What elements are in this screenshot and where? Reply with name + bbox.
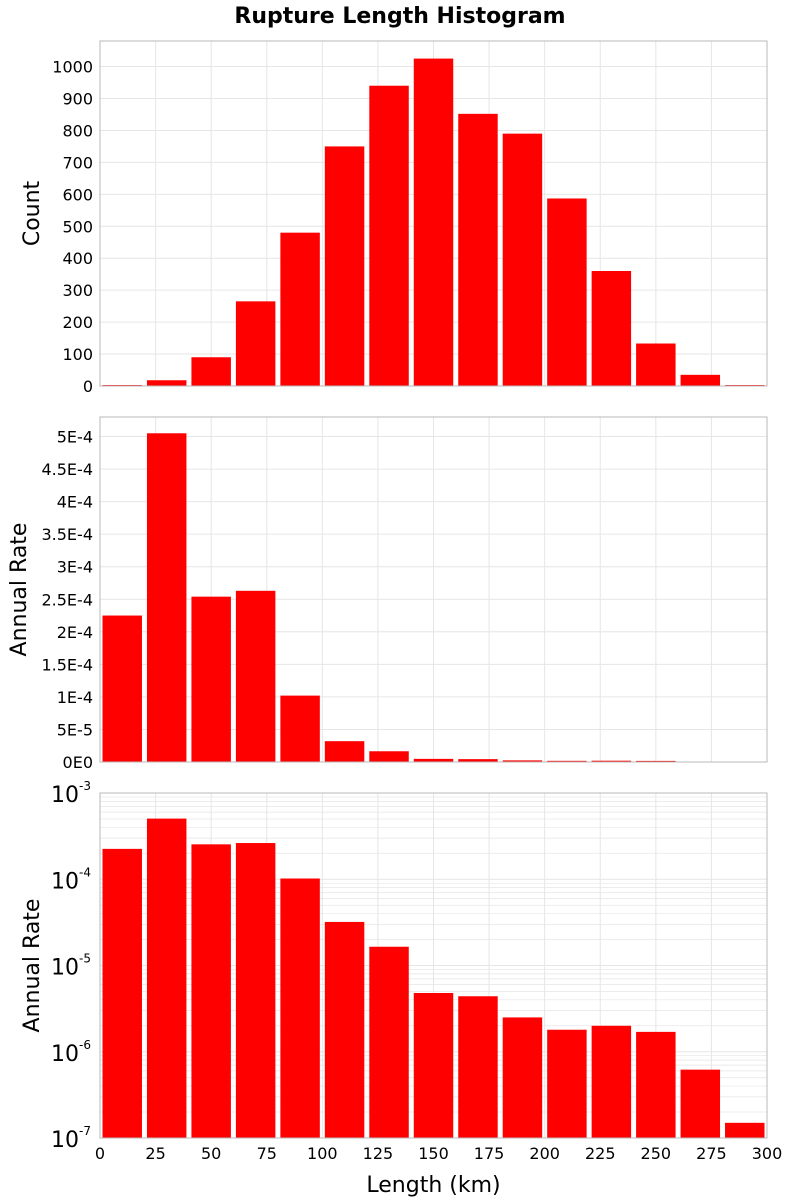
histogram-bar bbox=[146, 433, 187, 762]
y-tick-label: 10-4 bbox=[51, 865, 91, 894]
chart-title: Rupture Length Histogram bbox=[234, 4, 565, 29]
histogram-bar bbox=[413, 992, 454, 1138]
histogram-bar bbox=[280, 695, 320, 762]
y-tick-label: 3E-4 bbox=[57, 558, 93, 577]
histogram-bar bbox=[413, 58, 454, 386]
histogram-bar bbox=[680, 1069, 721, 1138]
x-tick-label: 200 bbox=[529, 1144, 560, 1163]
histogram-bar bbox=[636, 343, 676, 386]
y-tick-label: 1E-4 bbox=[57, 688, 93, 707]
x-tick-label: 100 bbox=[307, 1144, 338, 1163]
y-tick-label: 10-7 bbox=[51, 1124, 91, 1153]
y-tick-label: 200 bbox=[62, 313, 93, 332]
y-tick-label: 900 bbox=[62, 90, 93, 109]
histogram-bar bbox=[458, 996, 498, 1138]
histogram-bar bbox=[369, 85, 409, 386]
histogram-bar bbox=[191, 596, 231, 762]
histogram-bar bbox=[680, 374, 721, 386]
y-tick-label: 0 bbox=[83, 377, 93, 396]
histogram-bar bbox=[502, 133, 543, 386]
y-tick-label: 600 bbox=[62, 185, 93, 204]
annual-rate-log-panel: 10-7 10-6 10-5 10-4 10-3 Annual Rate 0 25 50 75 10… bbox=[20, 779, 782, 1198]
histogram-bar bbox=[235, 301, 276, 386]
histogram-bar bbox=[591, 271, 632, 386]
y-tick-label: 300 bbox=[62, 281, 93, 300]
y-tick-label: 4.5E-4 bbox=[41, 460, 93, 479]
x-tick-label: 25 bbox=[145, 1144, 165, 1163]
histogram-bar bbox=[502, 1017, 543, 1138]
histogram-bar bbox=[280, 232, 320, 386]
plot-frame bbox=[99, 40, 768, 387]
x-tick-label: 225 bbox=[585, 1144, 616, 1163]
histogram-bar bbox=[547, 198, 587, 386]
histogram-bar bbox=[458, 759, 498, 762]
histogram-bar bbox=[102, 848, 142, 1138]
y-tick-label: 100 bbox=[62, 345, 93, 364]
x-tick-label: 0 bbox=[95, 1144, 105, 1163]
histogram-bar bbox=[235, 590, 276, 762]
x-tick-label: 150 bbox=[418, 1144, 449, 1163]
histogram-bar bbox=[458, 113, 498, 386]
y-tick-label: 400 bbox=[62, 249, 93, 268]
x-tick-label: 75 bbox=[257, 1144, 277, 1163]
histogram-bar bbox=[191, 357, 231, 386]
y-tick-label: 800 bbox=[62, 121, 93, 140]
x-tick-label: 300 bbox=[752, 1144, 783, 1163]
histogram-bar bbox=[191, 844, 231, 1138]
y-tick-label: 5E-4 bbox=[57, 428, 93, 447]
histogram-bar bbox=[324, 741, 365, 762]
y-tick-label: 10-5 bbox=[51, 952, 91, 981]
x-tick-label: 275 bbox=[696, 1144, 727, 1163]
y-tick-label: 5E-5 bbox=[57, 720, 93, 739]
histogram-bar bbox=[591, 760, 632, 762]
histogram-bar bbox=[369, 946, 409, 1138]
histogram-bar bbox=[324, 146, 365, 386]
plot-frame bbox=[99, 416, 768, 763]
x-tick-label: 50 bbox=[201, 1144, 221, 1163]
y-tick-label: 700 bbox=[62, 153, 93, 172]
x-tick-label: 125 bbox=[363, 1144, 394, 1163]
histogram-bar bbox=[146, 380, 187, 386]
y-tick-label: 2E-4 bbox=[57, 623, 93, 642]
histogram-bar bbox=[146, 818, 187, 1138]
y-axis-label: Count bbox=[20, 180, 45, 246]
x-axis-label: Length (km) bbox=[366, 1173, 500, 1198]
y-axis-label: Annual Rate bbox=[7, 523, 32, 657]
x-tick-label: 250 bbox=[641, 1144, 672, 1163]
y-tick-label: 2.5E-4 bbox=[41, 590, 93, 609]
y-axis-label: Annual Rate bbox=[20, 899, 45, 1033]
histogram-bar bbox=[636, 760, 676, 762]
y-tick-label: 500 bbox=[62, 217, 93, 236]
histogram-bar bbox=[725, 1122, 765, 1138]
y-tick-label: 4E-4 bbox=[57, 493, 93, 512]
histogram-bar bbox=[369, 751, 409, 762]
histogram-bar bbox=[502, 760, 543, 762]
histogram-bar bbox=[547, 760, 587, 762]
y-tick-label: 10-3 bbox=[51, 779, 91, 808]
y-tick-label: 3.5E-4 bbox=[41, 525, 93, 544]
histogram-bar bbox=[324, 921, 365, 1138]
plot-frame bbox=[99, 792, 768, 1139]
histogram-bar bbox=[235, 843, 276, 1138]
y-tick-label: 1000 bbox=[52, 58, 93, 77]
y-tick-label: 10-6 bbox=[51, 1038, 91, 1067]
histogram-bar bbox=[591, 1025, 632, 1138]
histogram-bar bbox=[102, 615, 142, 762]
histogram-bar bbox=[636, 1031, 676, 1138]
y-tick-label: 1.5E-4 bbox=[41, 655, 93, 674]
histogram-bar bbox=[280, 878, 320, 1138]
histogram-bar bbox=[547, 1029, 587, 1138]
y-tick-label: 0E0 bbox=[63, 753, 93, 772]
annual-rate-linear-panel: 0E0 5E-5 1E-4 1.5E-4 2E-4 2.5E-4 3E-4 3.5E-4 4E-… bbox=[7, 416, 768, 772]
count-histogram-panel: 0 100 200 300 400 500 600 700 800 900 1000 Count bbox=[20, 40, 768, 396]
histogram-bar bbox=[413, 758, 454, 762]
x-tick-label: 175 bbox=[474, 1144, 505, 1163]
